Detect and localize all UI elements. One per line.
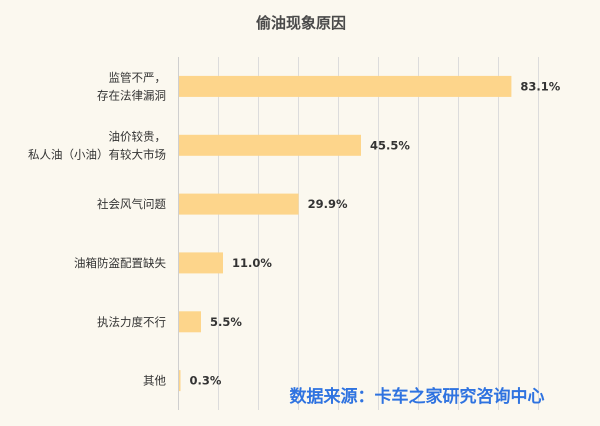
value-label: 11.0%	[232, 256, 272, 270]
category-label: 油箱防盗配置缺失	[74, 256, 166, 270]
bar	[179, 311, 201, 333]
bars	[179, 75, 512, 392]
value-label: 83.1%	[520, 79, 560, 93]
category-label: 私人油（小油）有较大市场	[28, 147, 166, 161]
gridlines	[218, 57, 539, 410]
category-label: 执法力度不行	[97, 315, 166, 329]
chart-title: 偷油现象原因	[256, 14, 346, 32]
value-label: 29.9%	[308, 197, 348, 211]
value-label: 5.5%	[210, 315, 242, 329]
category-label: 油价较贵，	[109, 129, 167, 143]
value-labels: 83.1% 45.5% 29.9% 11.0% 5.5% 0.3%	[190, 79, 561, 387]
value-label: 0.3%	[190, 374, 222, 388]
category-label: 监管不严，	[109, 70, 167, 84]
category-label: 其他	[143, 374, 166, 388]
category-label: 社会风气问题	[97, 197, 166, 211]
bar	[179, 134, 361, 156]
value-label: 45.5%	[370, 138, 410, 152]
bar	[179, 193, 299, 215]
source-note: 数据来源：卡车之家研究咨询中心	[290, 386, 545, 407]
category-label: 存在法律漏洞	[97, 88, 166, 102]
bar	[179, 75, 512, 97]
bar	[179, 252, 223, 274]
bar	[179, 370, 181, 392]
